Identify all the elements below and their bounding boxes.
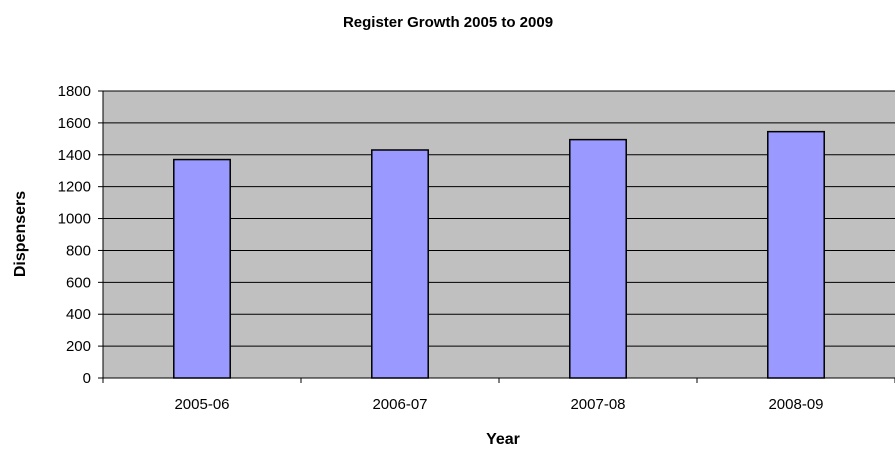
- bar-2008-09: [767, 130, 825, 379]
- y-tick-label: 1800: [58, 83, 91, 100]
- y-tick-label: 200: [66, 338, 91, 355]
- bar-2007-08: [569, 138, 627, 379]
- x-tick-label: 2008-09: [768, 396, 823, 413]
- y-tick-label: 400: [66, 306, 91, 323]
- plot-area: [103, 91, 895, 378]
- x-tick-label: 2006-07: [372, 396, 427, 413]
- y-tick-label: 1400: [58, 147, 91, 164]
- y-tick-label: 800: [66, 242, 91, 259]
- x-tick-label: 2005-06: [174, 396, 229, 413]
- x-axis-ticks: 2005-06 2006-07 2007-08 2008-09: [102, 378, 895, 413]
- y-axis-ticks: 0 200 400 600 800 1000 1200 1400 1600 1800: [58, 83, 103, 387]
- y-tick-label: 0: [83, 370, 91, 387]
- y-tick-label: 1200: [58, 179, 91, 196]
- gridlines: [103, 90, 895, 347]
- y-tick-label: 1000: [58, 211, 91, 228]
- y-axis-title: Dispensers: [12, 191, 29, 277]
- bar-2005-06: [173, 158, 231, 379]
- bars: [173, 130, 825, 379]
- bar-2006-07: [371, 149, 429, 379]
- x-axis-title: Year: [486, 431, 520, 448]
- y-tick-label: 600: [66, 274, 91, 291]
- y-tick-label: 1600: [58, 115, 91, 132]
- chart-title: Register Growth 2005 to 2009: [343, 14, 553, 31]
- x-tick-label: 2007-08: [570, 396, 625, 413]
